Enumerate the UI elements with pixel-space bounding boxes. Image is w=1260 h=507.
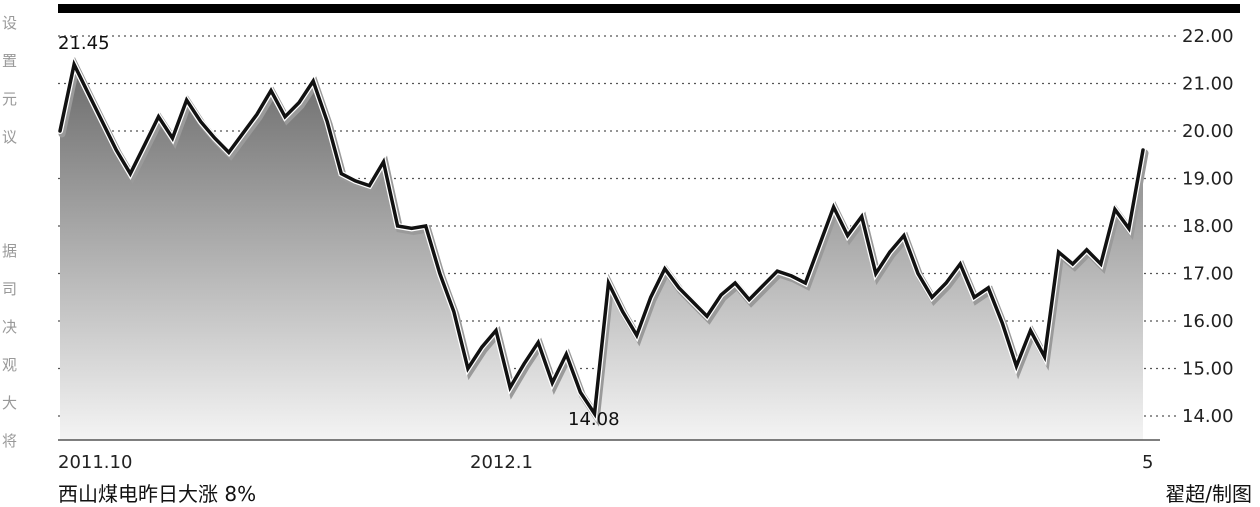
y-tick-label-18.00: 18.00 bbox=[1182, 216, 1234, 237]
series-line bbox=[58, 59, 1145, 419]
side-text-bottom: 据司决观大将 bbox=[2, 242, 18, 450]
annotation-low: 14.08 bbox=[568, 409, 620, 430]
x-tick-label-2011-10: 2011.10 bbox=[58, 452, 132, 473]
x-tick-label-2012-1: 2012.1 bbox=[470, 452, 533, 473]
y-tick-labels: 14.00 15.00 16.00 17.00 18.00 19.00 20.00 21.00… bbox=[1182, 26, 1234, 427]
chart-caption: 西山煤电昨日大涨 8% bbox=[58, 482, 257, 506]
side-text-top: 设置元议 bbox=[2, 14, 18, 146]
credit-caption: 翟超/制图 bbox=[1165, 482, 1252, 506]
y-tick-label-14.00: 14.00 bbox=[1182, 406, 1234, 427]
y-tick-label-21.00: 21.00 bbox=[1182, 74, 1234, 95]
y-tick-label-19.00: 19.00 bbox=[1182, 169, 1234, 190]
y-tick-label-22.00: 22.00 bbox=[1182, 26, 1234, 47]
y-tick-label-16.00: 16.00 bbox=[1182, 311, 1234, 332]
top-frame-bar bbox=[58, 4, 1240, 13]
y-tick-label-17.00: 17.00 bbox=[1182, 264, 1234, 285]
y-tick-label-20.00: 20.00 bbox=[1182, 121, 1234, 142]
annotation-high: 21.45 bbox=[58, 33, 110, 54]
series-area-fill bbox=[60, 64, 1143, 440]
y-tick-label-15.00: 15.00 bbox=[1182, 359, 1234, 380]
x-tick-label-5: 5 bbox=[1142, 452, 1153, 473]
